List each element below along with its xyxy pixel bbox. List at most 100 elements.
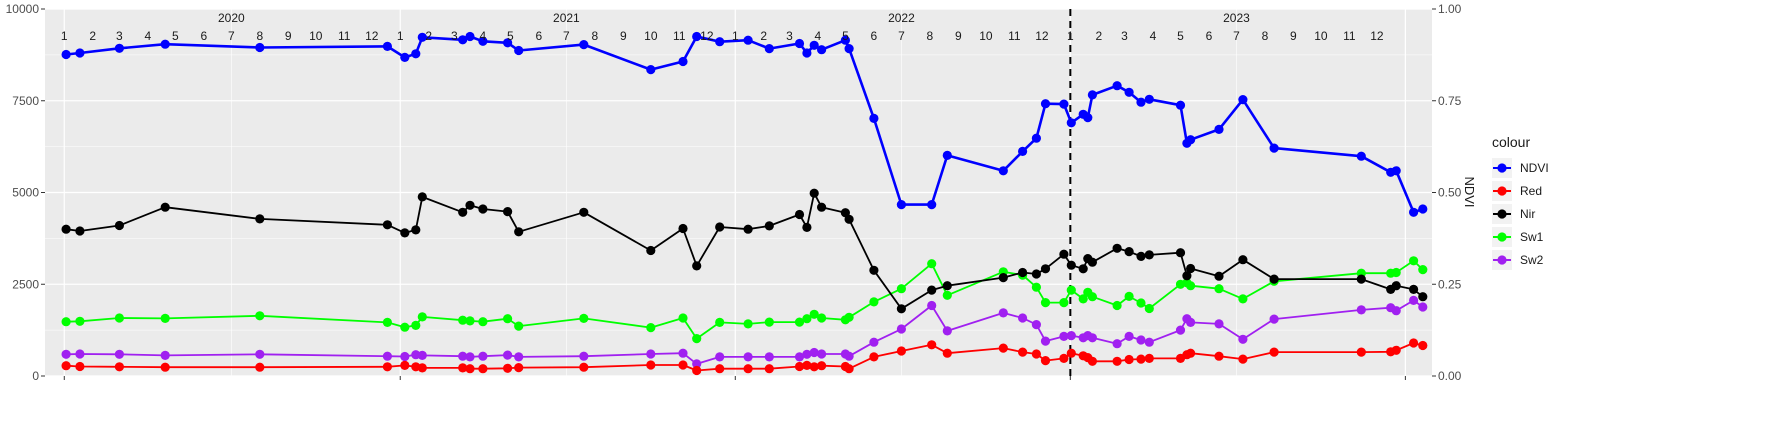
data-point-nir	[896, 304, 907, 314]
data-point-sw1	[160, 313, 170, 323]
data-point-sw1	[382, 317, 392, 327]
data-point-red	[1391, 345, 1401, 355]
month-label: 8	[256, 29, 263, 43]
month-label: 5	[172, 29, 179, 43]
data-point-ndvi	[692, 31, 702, 42]
data-point-red	[1059, 353, 1069, 363]
month-label: 8	[1262, 29, 1269, 43]
data-point-ndvi	[579, 40, 589, 50]
series-ndvi	[61, 31, 1428, 217]
data-point-sw2	[114, 349, 124, 359]
data-point-nir	[1040, 264, 1051, 274]
data-point-sw1	[75, 316, 85, 326]
data-point-red	[646, 360, 656, 370]
data-point-nir	[1418, 292, 1428, 302]
data-point-sw2	[1066, 331, 1076, 341]
data-point-sw2	[1418, 302, 1428, 312]
month-label: 8	[591, 29, 598, 43]
month-label: 3	[116, 29, 123, 43]
month-label: 7	[1233, 29, 1240, 43]
y-tick-label-left: 10000	[6, 2, 40, 16]
data-point-ndvi	[809, 40, 819, 50]
data-point-nir	[817, 202, 827, 212]
data-point-nir	[514, 227, 524, 237]
y-tick-label-left: 5000	[12, 186, 39, 200]
data-point-sw2	[160, 350, 170, 360]
data-point-nir	[809, 188, 819, 198]
legend-item-nir: Nir	[1492, 204, 1535, 224]
data-point-ndvi	[817, 45, 827, 55]
data-point-nir	[646, 245, 656, 256]
data-point-sw2	[794, 352, 805, 362]
data-point-ndvi	[255, 42, 265, 53]
data-point-ndvi	[160, 39, 170, 49]
month-label: 10	[979, 29, 993, 43]
data-point-ndvi	[382, 41, 392, 52]
data-point-sw2	[809, 347, 819, 358]
legend-label: Sw1	[1520, 230, 1544, 244]
data-point-ndvi	[1040, 99, 1051, 109]
data-point-sw1	[1087, 292, 1097, 302]
data-point-nir	[478, 204, 488, 214]
data-point-sw1	[1186, 281, 1196, 291]
data-point-ndvi	[715, 37, 725, 47]
data-point-nir	[927, 285, 937, 295]
data-point-ndvi	[1409, 207, 1419, 217]
data-point-nir	[1087, 257, 1097, 267]
data-point-nir	[1031, 269, 1041, 279]
series-sw2	[61, 295, 1428, 369]
data-point-ndvi	[678, 56, 688, 67]
data-point-red	[869, 352, 879, 362]
data-point-sw1	[458, 315, 468, 325]
month-label: 6	[536, 29, 543, 43]
data-point-red	[114, 362, 124, 372]
month-label: 12	[365, 29, 379, 43]
month-label: 2	[1095, 29, 1102, 43]
data-point-sw2	[1031, 320, 1041, 330]
data-point-sw1	[503, 314, 513, 324]
data-point-nir	[869, 265, 879, 275]
data-point-red	[400, 360, 410, 370]
data-point-sw1	[809, 309, 819, 319]
data-point-nir	[1112, 243, 1122, 253]
data-point-sw1	[1409, 256, 1419, 266]
month-label: 7	[228, 29, 235, 43]
month-label: 4	[144, 29, 151, 43]
data-point-nir	[1136, 251, 1146, 261]
month-label: 4	[815, 29, 822, 43]
data-point-sw2	[646, 349, 656, 359]
data-point-nir	[692, 261, 702, 271]
legend-label: Nir	[1520, 207, 1535, 221]
data-point-ndvi	[114, 43, 124, 53]
data-point-nir	[802, 222, 812, 232]
legend: colour NDVI Red Nir Sw1 Sw2	[1492, 134, 1549, 270]
data-point-sw1	[646, 323, 656, 333]
data-point-nir	[503, 207, 513, 217]
data-point-sw1	[1124, 291, 1134, 301]
data-point-sw2	[692, 359, 702, 369]
data-point-sw1	[817, 313, 827, 323]
data-point-ndvi	[1124, 87, 1134, 97]
data-point-nir	[1175, 248, 1186, 258]
data-point-nir	[1066, 260, 1076, 270]
data-point-red	[1018, 347, 1028, 357]
data-point-ndvi	[1356, 151, 1366, 161]
data-point-ndvi	[1391, 166, 1401, 176]
month-label: 10	[309, 29, 323, 43]
data-point-nir	[417, 192, 427, 202]
axis-labels: 0 2500 5000 7500 10000 0.00 0.25 0.50 0.75 1.00 20…	[6, 2, 1477, 383]
data-point-nir	[942, 281, 952, 291]
data-point-sw2	[1112, 339, 1122, 349]
data-point-ndvi	[942, 150, 952, 160]
data-point-red	[1112, 356, 1122, 366]
data-point-red	[478, 364, 488, 374]
data-point-sw2	[1018, 313, 1028, 323]
data-point-sw1	[1136, 298, 1146, 308]
data-point-red	[417, 363, 427, 373]
data-point-ndvi	[1418, 204, 1428, 214]
y-tick-label-right: 0.00	[1438, 369, 1462, 383]
data-point-sw1	[715, 317, 725, 327]
data-point-nir	[579, 207, 589, 217]
data-point-red	[844, 364, 854, 374]
data-point-ndvi	[75, 48, 85, 58]
